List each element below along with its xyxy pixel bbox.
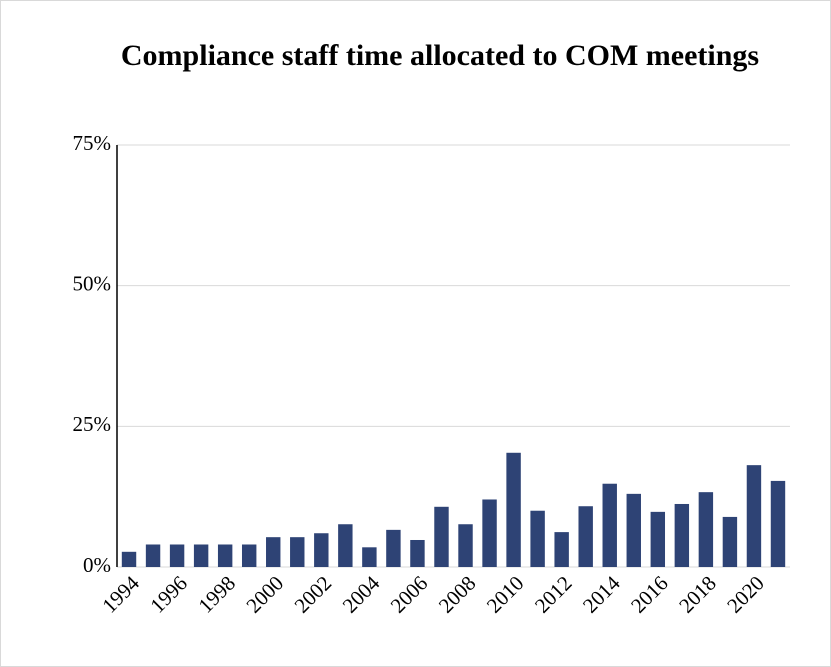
x-tick-label: 2008 [434,571,481,618]
bar [506,452,521,567]
x-tick-label: 2000 [242,571,289,618]
bar [145,544,161,567]
x-tick-label: 2014 [578,571,625,618]
bar [602,483,617,567]
bar [193,544,209,567]
x-tick-label: 2010 [482,571,529,618]
x-tick-label: 2012 [530,571,577,618]
bar [386,529,401,567]
bar [674,503,690,567]
bar [217,544,233,567]
chart-title: Compliance staff time allocated to COM m… [120,39,760,72]
y-tick-label: 0% [83,553,111,577]
bar [578,506,593,567]
x-tick-label: 1996 [145,571,192,618]
bar [746,465,762,567]
bar [554,532,569,567]
bar [698,492,714,567]
bar [314,533,329,567]
bar [290,537,305,567]
y-tick-label: 75% [73,131,112,155]
bar [266,537,281,567]
bar [626,493,641,567]
bar [650,511,666,567]
bar [458,524,473,567]
bar [410,539,425,567]
bar [121,551,137,567]
bar [530,510,545,567]
x-tick-label: 1998 [193,571,240,618]
bar [241,544,257,567]
x-tick-label: 2002 [290,571,337,618]
y-tick-label: 50% [73,271,112,295]
bar [770,480,786,567]
x-tick-label: 2020 [722,571,769,618]
bar [722,516,738,567]
x-tick-label: 2018 [674,571,721,618]
x-tick-label: 2004 [338,571,385,618]
x-tick-label: 2006 [386,571,433,618]
x-tick-label: 2016 [626,571,673,618]
bar [362,547,377,567]
bar [169,544,185,567]
y-tick-label: 25% [73,412,112,436]
bar [482,499,497,567]
bar [434,506,449,567]
x-tick-label: 1994 [97,571,144,618]
bar [338,524,353,567]
